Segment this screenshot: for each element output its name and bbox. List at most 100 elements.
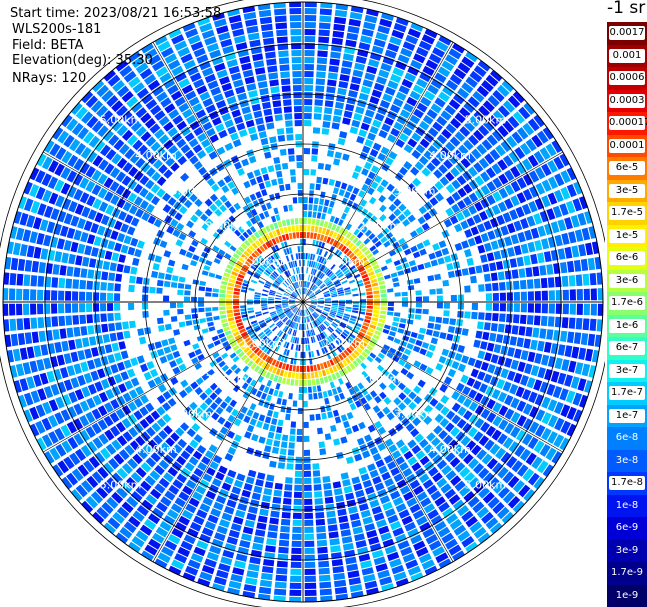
range-gate-cell <box>248 287 255 292</box>
range-gate-cell <box>10 333 19 347</box>
range-gate-cell <box>348 252 355 259</box>
range-gate-cell <box>233 35 246 44</box>
range-gate-cell <box>487 496 500 509</box>
range-gate-cell <box>447 270 455 278</box>
range-gate-cell <box>335 233 342 241</box>
range-gate-cell <box>391 450 402 460</box>
range-gate-cell <box>324 294 331 298</box>
range-gate-cell <box>268 231 274 239</box>
colorbar-swatch: 0.0003 <box>607 89 647 112</box>
range-gate-cell <box>468 266 476 275</box>
range-gate-cell <box>66 227 76 239</box>
range-gate-cell <box>196 150 207 159</box>
range-gate-cell <box>219 289 226 294</box>
range-gate-cell <box>547 236 556 248</box>
range-gate-cell <box>291 540 302 547</box>
range-gate-cell <box>345 357 352 364</box>
range-gate-cell <box>411 149 422 160</box>
range-gate-cell <box>351 476 361 485</box>
range-gate-cell <box>253 169 261 177</box>
range-gate-cell <box>330 334 336 340</box>
range-gate-cell <box>178 515 190 526</box>
range-gate-cell <box>146 361 155 370</box>
range-gate-cell <box>313 484 322 491</box>
range-gate-cell <box>457 394 467 404</box>
range-gate-cell <box>241 62 252 71</box>
range-ring-label: 4.00km <box>429 443 471 456</box>
range-gate-cell <box>269 194 275 201</box>
range-gate-cell <box>520 243 529 254</box>
range-gate-cell <box>431 157 441 167</box>
range-gate-cell <box>308 204 313 211</box>
range-gate-cell <box>309 322 313 329</box>
range-gate-cell <box>308 291 313 296</box>
range-gate-cell <box>312 276 316 283</box>
range-gate-cell <box>473 431 484 442</box>
range-gate-cell <box>104 429 115 441</box>
range-gate-cell <box>307 274 311 281</box>
range-gate-cell <box>135 208 144 218</box>
range-gate-cell <box>61 150 73 164</box>
range-gate-cell <box>473 110 485 122</box>
range-gate-cell <box>178 78 190 89</box>
range-gate-cell <box>523 338 531 349</box>
range-gate-cell <box>199 571 213 582</box>
range-gate-cell <box>492 402 502 413</box>
range-gate-cell <box>265 281 272 286</box>
range-gate-cell <box>3 255 5 269</box>
range-gate-cell <box>191 423 201 432</box>
range-gate-cell <box>334 281 341 286</box>
range-gate-cell <box>397 54 410 64</box>
range-gate-cell <box>358 190 366 198</box>
range-gate-cell <box>94 270 102 280</box>
range-gate-cell <box>206 178 216 187</box>
range-gate-cell <box>86 115 99 129</box>
colorbar-tick-label: 3e-9 <box>615 544 639 556</box>
range-gate-cell <box>106 477 119 489</box>
range-gate-cell <box>276 29 288 37</box>
range-gate-cell <box>278 391 284 398</box>
range-gate-cell <box>373 294 380 298</box>
range-gate-cell <box>194 407 204 416</box>
range-gate-cell <box>112 511 125 524</box>
range-gate-cell <box>466 217 476 227</box>
range-gate-cell <box>530 339 538 351</box>
range-gate-cell <box>387 134 397 143</box>
range-gate-cell <box>218 129 228 139</box>
range-gate-cell <box>121 501 134 514</box>
range-gate-cell <box>128 205 138 215</box>
range-gate-cell <box>207 321 214 327</box>
range-gate-cell <box>342 229 349 237</box>
range-gate-cell <box>270 312 277 316</box>
range-gate-cell <box>451 414 461 425</box>
range-gate-cell <box>266 122 275 130</box>
range-gate-cell <box>231 109 241 118</box>
range-gate-cell <box>528 391 538 404</box>
range-gate-cell <box>100 378 110 390</box>
range-gate-cell <box>330 289 337 293</box>
range-gate-cell <box>387 335 395 342</box>
range-gate-cell <box>373 309 380 314</box>
range-gate-cell <box>415 226 424 235</box>
range-gate-cell <box>306 281 309 288</box>
range-gate-cell <box>230 523 242 532</box>
range-gate-cell <box>42 401 52 415</box>
range-gate-cell <box>490 522 504 535</box>
range-gate-cell <box>193 47 206 58</box>
range-gate-cell <box>271 315 278 320</box>
range-gate-cell <box>294 379 299 386</box>
range-gate-cell <box>104 250 113 260</box>
range-gate-cell <box>420 96 432 107</box>
range-gate-cell <box>256 420 263 429</box>
range-gate-cell <box>297 316 300 323</box>
range-gate-cell <box>176 120 187 131</box>
range-gate-cell <box>350 255 358 262</box>
range-gate-cell <box>265 225 271 233</box>
range-gate-cell <box>309 293 315 298</box>
range-gate-cell <box>258 359 264 367</box>
range-gate-cell <box>266 394 272 402</box>
range-gate-cell <box>293 315 297 322</box>
range-gate-cell <box>260 572 273 581</box>
range-gate-cell <box>291 293 297 298</box>
